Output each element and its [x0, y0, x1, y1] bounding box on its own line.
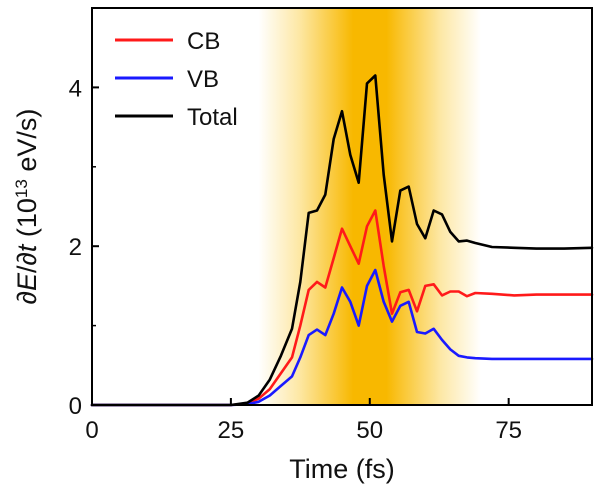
x-tick-label: 50	[356, 417, 383, 444]
x-tick-label: 0	[85, 417, 98, 444]
legend-label-total: Total	[187, 104, 238, 131]
y-tick-label: 2	[69, 234, 82, 261]
x-tick-label: 25	[218, 417, 245, 444]
series-line-vb	[90, 268, 594, 407]
y-axis-title-unit-close: eV/s)	[12, 109, 42, 180]
y-axis-title-exponent: 13	[12, 179, 31, 198]
x-axis-title: Time (fs)	[289, 454, 394, 484]
y-tick-label: 0	[69, 393, 82, 420]
legend: CB VB Total	[115, 28, 238, 131]
y-axis-title-unit-open: (10	[12, 198, 42, 245]
y-axis-title: ∂E/∂t (1013 eV/s)	[12, 109, 43, 305]
y-axis-title-partial: ∂	[12, 291, 42, 304]
plot-frame	[91, 7, 593, 406]
series-layer	[90, 74, 594, 407]
series-line-cb	[90, 209, 594, 407]
y-tick-label: 4	[69, 75, 82, 102]
axis-ticks: 0 25 50 75 0 2 4	[69, 75, 522, 444]
y-axis-title-energy: E	[12, 272, 42, 291]
legend-label-vb: VB	[187, 66, 219, 93]
y-axis-title-slash: /∂	[12, 252, 42, 273]
series-line-total	[90, 74, 594, 407]
x-tick-label: 75	[495, 417, 522, 444]
y-axis-title-time: t	[12, 243, 42, 252]
legend-label-cb: CB	[187, 28, 220, 55]
